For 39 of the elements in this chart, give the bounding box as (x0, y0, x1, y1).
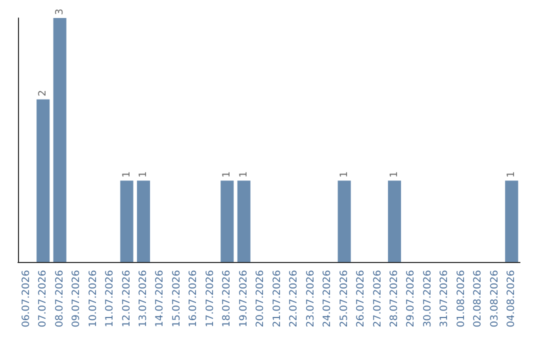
x-tick-label: 01.08.2026 (456, 270, 467, 328)
x-tick-label: 25.07.2026 (338, 270, 350, 328)
data-label: 1 (138, 171, 149, 178)
x-tick-label: 16.07.2026 (188, 270, 200, 328)
x-tick-label: 22.07.2026 (288, 270, 300, 328)
x-tick-label: 11.07.2026 (104, 270, 116, 328)
x-tick-label: 09.07.2026 (71, 270, 82, 328)
x-tick-label: 04.08.2026 (506, 270, 518, 328)
x-tick-label: 13.07.2026 (138, 270, 149, 328)
data-label: 1 (389, 171, 400, 178)
x-tick-label: 31.07.2026 (439, 270, 450, 328)
data-label: 1 (222, 171, 233, 178)
x-tick-label: 24.07.2026 (322, 270, 334, 328)
x-tick-label: 06.07.2026 (20, 270, 32, 328)
x-tick-label: 23.07.2026 (305, 270, 316, 328)
data-label: 1 (506, 171, 518, 178)
data-label: 2 (38, 90, 49, 96)
x-tick-label: 30.07.2026 (422, 270, 434, 328)
x-tick-label: 21.07.2026 (272, 270, 283, 328)
x-tick-label: 26.07.2026 (356, 270, 367, 328)
x-tick-label: 20.07.2026 (255, 270, 266, 328)
x-tick-label: 14.07.2026 (154, 270, 166, 328)
x-tick-label: 15.07.2026 (171, 270, 182, 328)
x-tick-label: 02.08.2026 (472, 270, 484, 328)
x-tick-label: 18.07.2026 (222, 270, 233, 328)
data-label: 1 (338, 171, 350, 178)
data-label: 1 (121, 171, 132, 178)
x-tick-label: 28.07.2026 (389, 270, 400, 328)
x-tick-label: 10.07.2026 (88, 270, 99, 328)
data-label: 3 (54, 8, 66, 15)
x-tick-label: 03.08.2026 (489, 270, 500, 328)
x-tick-label: 17.07.2026 (204, 270, 216, 328)
x-tick-label: 27.07.2026 (372, 270, 384, 328)
x-tick-label: 29.07.2026 (406, 270, 417, 328)
x-tick-label: 19.07.2026 (238, 270, 250, 328)
data-label: 1 (238, 171, 250, 178)
x-tick-label: 12.07.2026 (121, 270, 132, 328)
x-tick-label: 07.07.2026 (38, 270, 49, 328)
x-tick-label: 08.07.2026 (54, 270, 66, 328)
